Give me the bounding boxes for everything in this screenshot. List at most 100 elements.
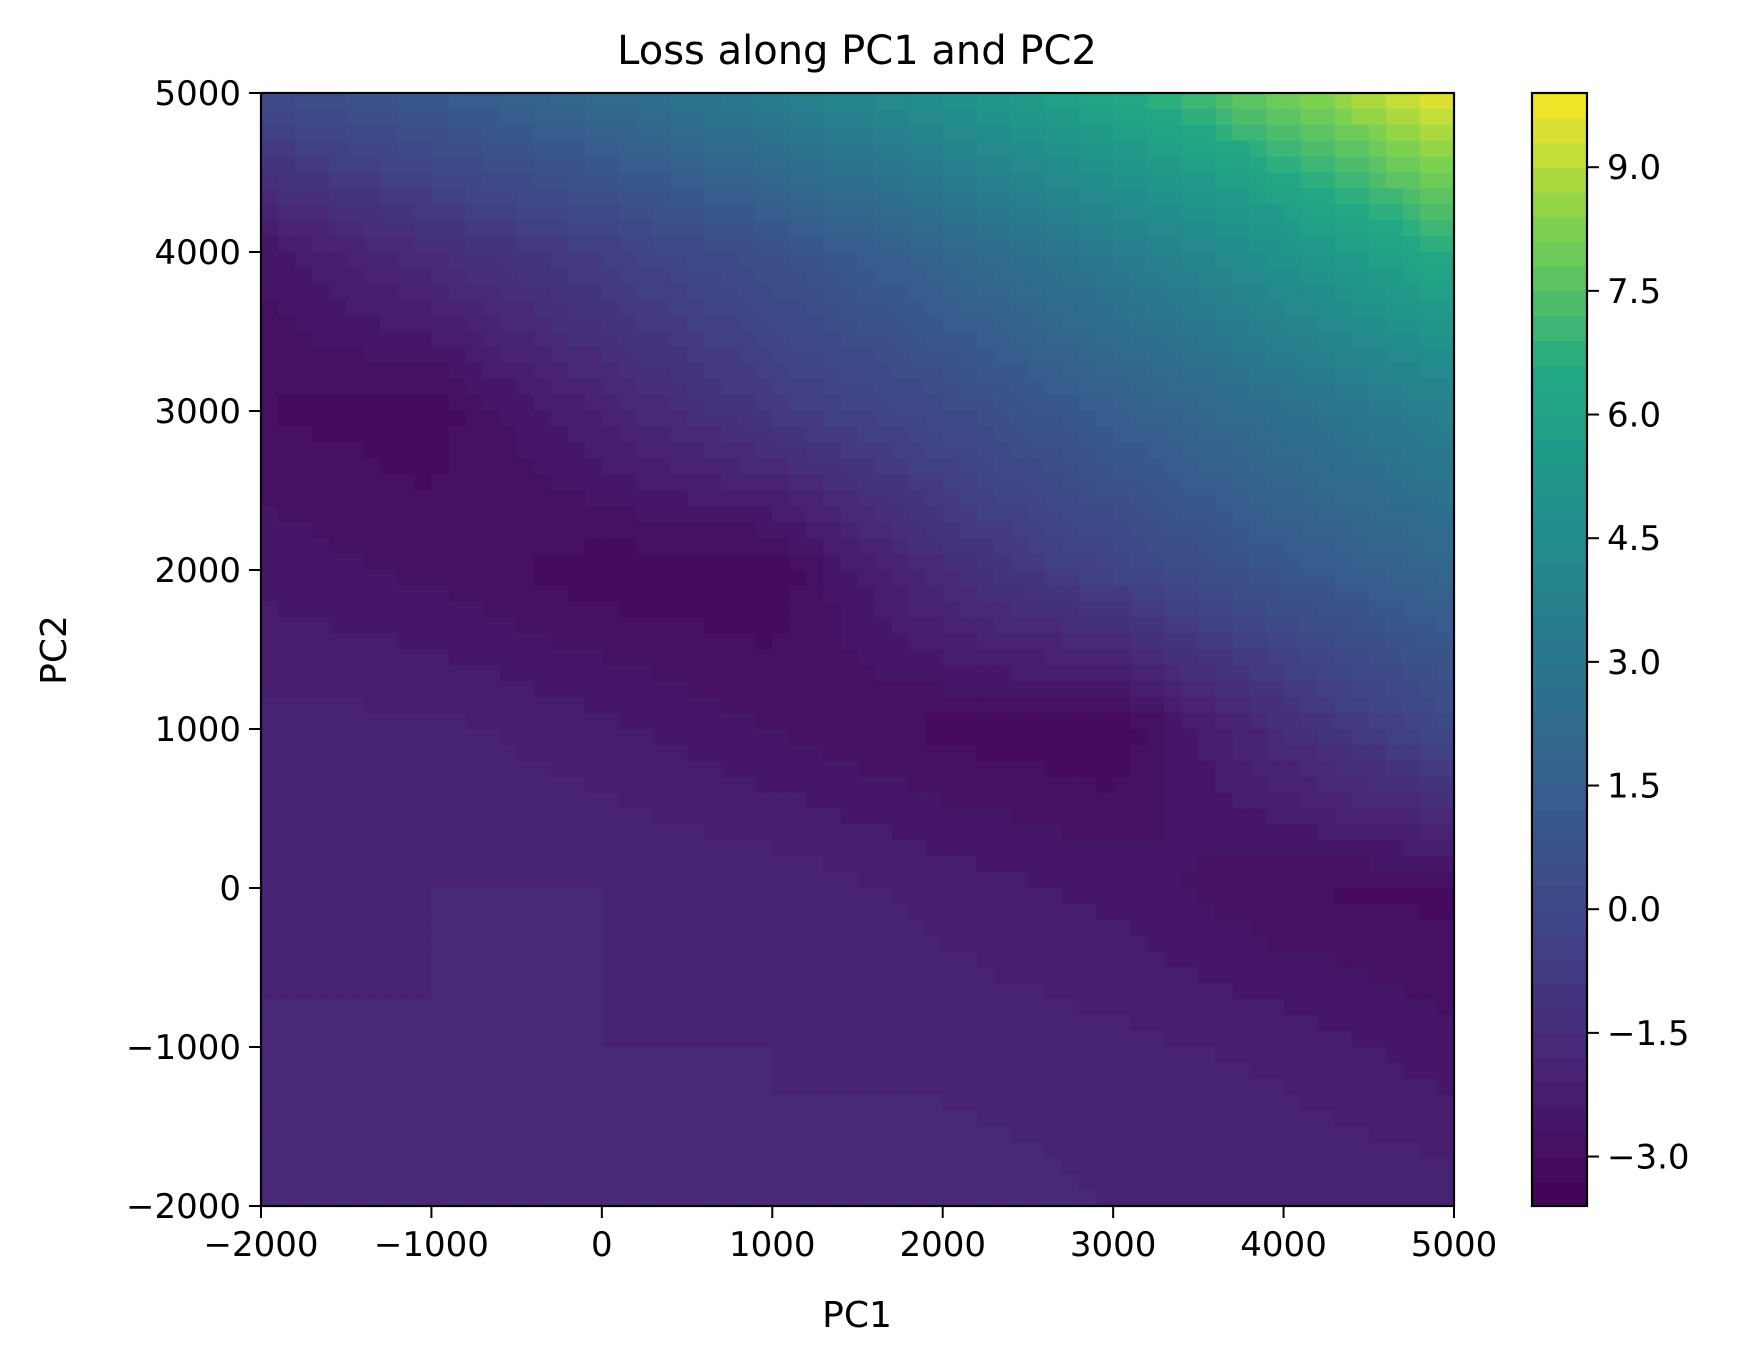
contour-cell xyxy=(1044,252,1063,269)
contour-cell xyxy=(1198,776,1217,794)
contour-cell xyxy=(1096,140,1114,158)
contour-cell xyxy=(1232,315,1251,333)
contour-cell xyxy=(465,665,484,683)
contour-cell xyxy=(738,1110,757,1128)
contour-cell xyxy=(823,935,842,953)
contour-cell xyxy=(1027,808,1046,826)
contour-cell xyxy=(1010,395,1029,412)
contour-cell xyxy=(1351,93,1370,110)
contour-cell xyxy=(1198,570,1217,587)
contour-cell xyxy=(1385,474,1404,492)
contour-cell xyxy=(993,411,1012,428)
contour-cell xyxy=(942,363,961,380)
contour-cell xyxy=(584,156,603,174)
contour-cell xyxy=(1436,490,1454,508)
contour-cell xyxy=(959,697,978,714)
contour-cell xyxy=(789,617,808,635)
contour-cell xyxy=(1385,236,1404,253)
contour-cell xyxy=(1044,903,1063,921)
contour-cell xyxy=(516,93,535,110)
contour-cell xyxy=(1232,331,1251,349)
contour-cell xyxy=(1164,967,1183,985)
contour-cell xyxy=(772,697,791,714)
contour-cell xyxy=(1249,1110,1268,1128)
contour-cell xyxy=(1368,172,1387,190)
contour-cell xyxy=(346,283,365,301)
contour-cell xyxy=(465,649,484,667)
contour-cell xyxy=(976,729,995,746)
contour-cell xyxy=(1215,315,1234,333)
contour-cell xyxy=(1232,522,1251,539)
contour-cell xyxy=(380,411,399,428)
contour-cell xyxy=(261,554,279,571)
contour-cell xyxy=(959,267,978,285)
contour-cell xyxy=(1113,204,1131,221)
contour-cell xyxy=(295,395,313,412)
contour-cell xyxy=(755,744,774,762)
contour-cell xyxy=(1368,331,1387,349)
contour-cell xyxy=(601,967,620,985)
contour-cell xyxy=(414,1158,433,1175)
contour-cell xyxy=(857,395,876,412)
contour-cell xyxy=(789,1094,808,1112)
contour-cell xyxy=(1419,315,1438,333)
contour-cell xyxy=(414,633,433,651)
contour-cell xyxy=(993,236,1012,253)
contour-cell xyxy=(823,236,842,253)
contour-cell xyxy=(823,108,842,126)
x-tick-label: 2000 xyxy=(899,1225,986,1265)
contour-cell xyxy=(312,951,330,969)
contour-cell xyxy=(431,1031,450,1048)
contour-cell xyxy=(1419,999,1438,1016)
contour-cell xyxy=(908,951,927,969)
contour-cell xyxy=(874,872,893,889)
contour-cell xyxy=(1334,1126,1353,1144)
contour-cell xyxy=(857,983,876,1001)
contour-cell xyxy=(448,490,467,508)
contour-cell xyxy=(278,744,296,762)
contour-cell xyxy=(1436,156,1454,174)
contour-cell xyxy=(789,506,808,524)
contour-cell xyxy=(1181,204,1200,221)
contour-cell xyxy=(925,426,944,444)
contour-cell xyxy=(942,697,961,714)
contour-cell xyxy=(295,363,313,380)
contour-cell xyxy=(704,872,722,889)
contour-cell xyxy=(482,236,501,253)
contour-cell xyxy=(499,776,518,794)
contour-cell xyxy=(1300,1062,1319,1080)
contour-cell xyxy=(1027,776,1046,794)
contour-cell xyxy=(704,252,722,269)
contour-cell xyxy=(670,1015,688,1032)
contour-cell xyxy=(857,188,876,206)
contour-cell xyxy=(1062,665,1080,683)
contour-cell xyxy=(993,220,1012,237)
contour-cell xyxy=(772,93,791,110)
contour-cell xyxy=(448,1190,467,1206)
contour-cell xyxy=(1266,204,1285,221)
contour-cell xyxy=(1419,108,1438,126)
contour-cell xyxy=(635,522,654,539)
contour-cell xyxy=(1317,522,1336,539)
contour-cell xyxy=(1283,919,1302,937)
contour-cell xyxy=(1283,649,1302,667)
contour-cell xyxy=(482,458,501,476)
contour-cell xyxy=(704,93,722,110)
contour-cell xyxy=(1010,1190,1029,1206)
contour-cell xyxy=(312,824,330,842)
contour-cell xyxy=(670,538,688,555)
contour-cell xyxy=(601,474,620,492)
contour-cell xyxy=(976,681,995,698)
contour-cell xyxy=(1249,967,1268,985)
contour-cell xyxy=(925,617,944,635)
contour-cell xyxy=(1232,188,1251,206)
contour-cell xyxy=(1283,1031,1302,1048)
contour-cell xyxy=(346,522,365,539)
contour-cell xyxy=(1402,172,1421,190)
contour-cell xyxy=(295,538,313,555)
contour-cell xyxy=(295,299,313,317)
contour-cell xyxy=(942,188,961,206)
contour-cell xyxy=(1044,617,1063,635)
contour-cell xyxy=(772,1094,791,1112)
contour-cell xyxy=(346,156,365,174)
